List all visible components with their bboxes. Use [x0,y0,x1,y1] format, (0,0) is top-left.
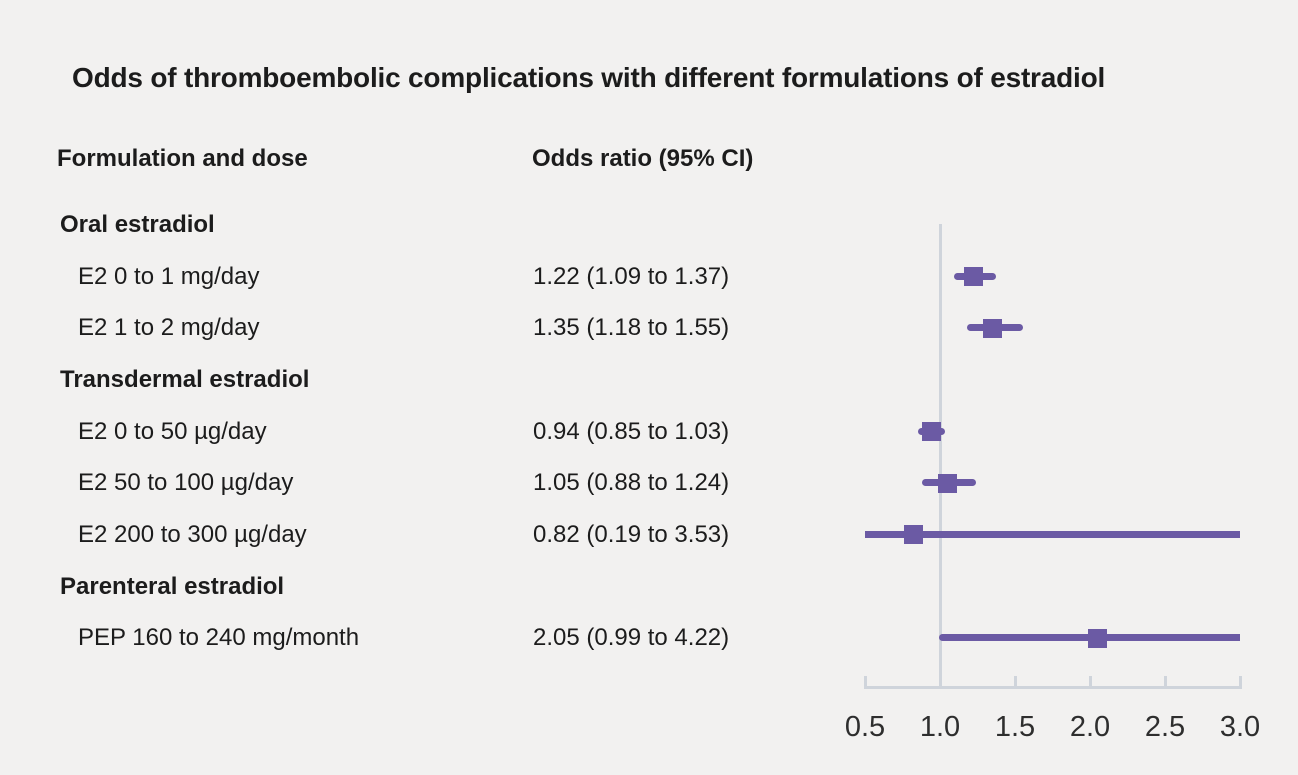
odds-ratio-marker [903,525,923,545]
row-odds-ratio-value: 0.94 (0.85 to 1.03) [533,417,730,445]
row-odds-ratio-value: 1.22 (1.09 to 1.37) [533,262,730,290]
row-odds-ratio-value: 2.05 (0.99 to 4.22) [533,624,730,652]
reference-line [938,224,942,689]
axis-tick [1088,676,1092,689]
group-header-label: Transdermal estradiol [60,365,310,393]
row-item-label: E2 200 to 300 µg/day [78,520,307,548]
column-header-odds-ratio: Odds ratio (95% CI) [532,145,754,172]
odds-ratio-marker [938,473,957,493]
axis-tick-label: 0.5 [844,711,886,743]
row-item-label: E2 1 to 2 mg/day [78,314,260,342]
axis-tick-label: 1.0 [919,711,961,743]
odds-ratio-marker [963,267,983,287]
column-header-formulation: Formulation and dose [57,145,308,172]
axis-tick-label: 3.0 [1219,711,1261,743]
row-item-label: E2 50 to 100 µg/day [78,469,294,497]
axis-tick [1163,676,1167,689]
axis-tick [1238,676,1242,689]
row-item-label: E2 0 to 1 mg/day [78,262,260,290]
axis-tick-label: 2.0 [1069,711,1111,743]
axis-tick [863,676,867,689]
x-axis-line [864,686,1242,689]
row-odds-ratio-value: 1.05 (0.88 to 1.24) [533,469,730,497]
ci-interval-line [865,530,1240,538]
group-header-label: Oral estradiol [60,211,215,238]
row-odds-ratio-value: 1.35 (1.18 to 1.55) [533,314,730,342]
row-odds-ratio-value: 0.82 (0.19 to 3.53) [533,520,730,548]
axis-tick-label: 2.5 [1144,711,1186,743]
odds-ratio-marker [983,318,1002,338]
figure-title: Odds of thromboembolic complications wit… [72,62,1106,93]
row-item-label: E2 0 to 50 µg/day [78,417,267,445]
odds-ratio-marker [1088,628,1107,648]
axis-tick [1013,676,1017,689]
axis-tick-label: 1.5 [994,711,1036,743]
row-item-label: PEP 160 to 240 mg/month [78,624,360,652]
group-header-label: Parenteral estradiol [60,572,285,600]
odds-ratio-marker [921,422,941,442]
